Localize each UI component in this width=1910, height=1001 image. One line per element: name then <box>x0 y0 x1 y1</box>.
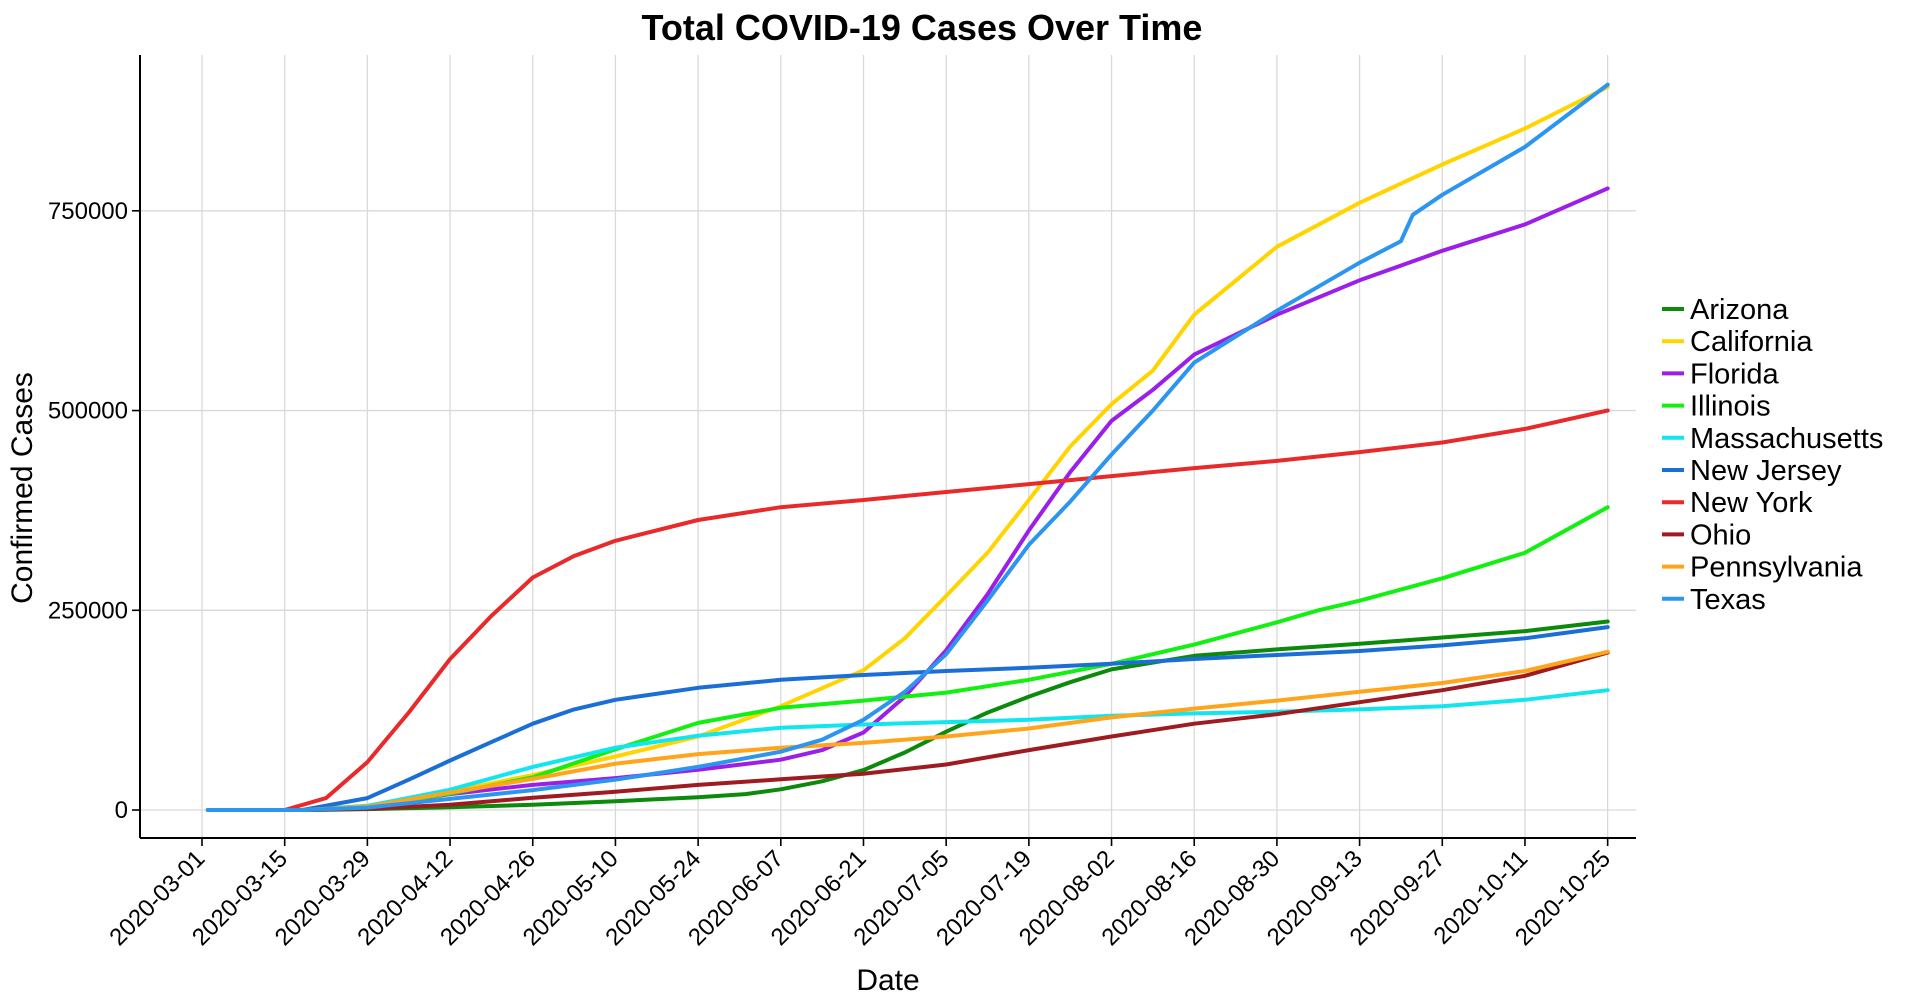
y-tick-label: 500000 <box>48 398 128 425</box>
y-tick-label: 750000 <box>48 198 128 225</box>
legend: ArizonaCaliforniaFloridaIllinoisMassachu… <box>1662 294 1883 616</box>
series-line-texas <box>205 82 1610 812</box>
legend-label: Texas <box>1690 584 1766 616</box>
legend-label: Arizona <box>1690 294 1789 326</box>
series-line-new-jersey <box>205 625 1610 812</box>
legend-label: New York <box>1690 487 1813 519</box>
y-tick-label: 0 <box>115 797 128 824</box>
series-line-pennsylvania <box>205 649 1610 812</box>
series-line-arizona <box>205 619 1610 812</box>
y-axis-title: Confirmed Cases <box>6 372 39 604</box>
x-axis-title: Date <box>856 964 919 997</box>
y-tick-label: 250000 <box>48 597 128 624</box>
legend-label: Pennsylvania <box>1690 552 1863 584</box>
series-line-massachusetts <box>205 688 1610 812</box>
legend-label: Illinois <box>1690 391 1771 423</box>
legend-label: New Jersey <box>1690 455 1842 487</box>
series-line-new-york <box>205 408 1610 812</box>
series-line-florida <box>205 186 1610 812</box>
series-line-california <box>205 85 1610 812</box>
legend-label: Florida <box>1690 358 1780 390</box>
legend-label: California <box>1690 326 1813 358</box>
series-lines <box>205 82 1610 812</box>
legend-label: Ohio <box>1690 519 1751 551</box>
series-line-ohio <box>205 650 1610 812</box>
chart-title: Total COVID-19 Cases Over Time <box>642 7 1203 48</box>
legend-label: Massachusetts <box>1690 423 1883 455</box>
series-line-illinois <box>205 505 1610 812</box>
